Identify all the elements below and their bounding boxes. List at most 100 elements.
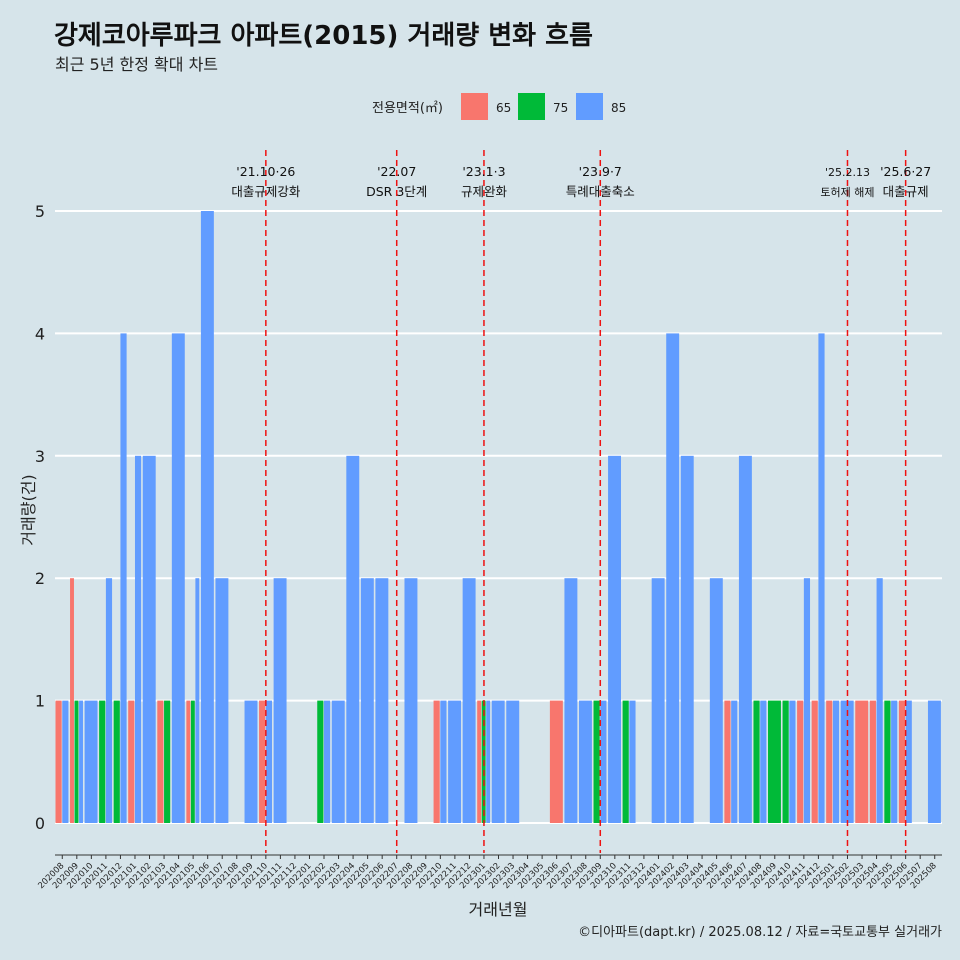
bar-85-202104 (171, 333, 185, 823)
bar-65-202008 (55, 700, 62, 823)
bar-85-202106 (200, 211, 214, 823)
bar-65-202501 (826, 700, 833, 823)
event-text-label: 토허제 해제 (820, 185, 874, 199)
bar-85-202506 (905, 700, 912, 823)
bar-85-202211 (448, 700, 462, 823)
bar-85-202401 (651, 578, 665, 823)
bar-65-202506 (898, 700, 906, 823)
bar-75-202505 (884, 700, 891, 823)
y-tick-label: 4 (35, 324, 45, 343)
y-tick-label: 5 (35, 202, 45, 221)
event-text-label: 특례대출축소 (566, 184, 635, 199)
bar-85-202403 (680, 455, 694, 823)
bar-75-202408 (753, 700, 760, 823)
bar-85-202012 (120, 333, 127, 823)
bar-85-202407 (738, 455, 752, 823)
event-date-label: '23.1·3 (462, 164, 505, 179)
bar-85-202302 (491, 700, 505, 823)
bar-85-202009 (79, 700, 83, 823)
bar-85-202307 (564, 578, 578, 823)
bar-85-202210 (440, 700, 447, 823)
y-tick-label: 0 (35, 814, 45, 833)
bar-85-202204 (346, 455, 360, 823)
bar-65-202504 (869, 700, 876, 823)
legend-swatch-65 (461, 93, 488, 120)
bar-75-202011 (99, 700, 106, 823)
bar-65-202411 (797, 700, 804, 823)
bar-75-202409 (768, 700, 781, 823)
y-tick-label: 1 (35, 692, 45, 711)
bar-85-202011 (105, 578, 113, 823)
event-date-label: '23.9·7 (579, 164, 622, 179)
bar-85-202508 (927, 700, 941, 823)
bar-85-202505 (891, 700, 898, 823)
bar-75-202105 (190, 700, 195, 823)
y-axis-title: 거래량(건) (19, 474, 38, 545)
bar-75-202009 (74, 700, 79, 823)
event-date-label: '21.10·26 (236, 164, 295, 179)
bar-75-202103 (164, 700, 171, 823)
chart-title: 강제코아루파크 아파트(2015) 거래량 변화 흐름 (54, 21, 593, 51)
legend-label-65: 65 (496, 101, 511, 115)
bar-75-202309 (593, 700, 600, 823)
bar-65-202105 (186, 700, 191, 823)
bar-85-202309 (600, 700, 607, 823)
bar-65-202306 (549, 700, 563, 823)
bar-85-202308 (578, 700, 592, 823)
bar-75-202311 (622, 700, 629, 823)
bar-85-202105 (195, 578, 200, 823)
y-axis-ticks: 0 1 2 3 4 5 (35, 202, 45, 833)
bar-85-202205 (360, 578, 374, 823)
x-axis-title: 거래년월 (469, 900, 528, 919)
bar-85-202402 (666, 333, 680, 823)
bar-85-202405 (709, 578, 723, 823)
bar-85-202412 (818, 333, 825, 823)
bar-85-202110 (265, 700, 273, 823)
legend-swatch-75 (518, 93, 545, 120)
event-text-label: 규제완화 (461, 184, 508, 199)
bar-85-202311 (629, 700, 636, 823)
bar-85-202411 (803, 578, 811, 823)
event-date-label: '25.2.13 (825, 166, 870, 179)
bar-65-202009 (70, 578, 74, 823)
bar-65-202101 (128, 700, 135, 823)
bar-85-202010 (84, 700, 98, 823)
y-tick-label: 2 (35, 569, 45, 588)
bar-85-202203 (331, 700, 345, 823)
bar-75-202012 (113, 700, 120, 823)
bar-85-202408 (760, 700, 767, 823)
bar-85-202206 (375, 578, 389, 823)
bar-85-202111 (273, 578, 287, 823)
bar-65-202412 (811, 700, 818, 823)
bar-85-202406 (731, 700, 738, 823)
y-tick-label: 3 (35, 447, 45, 466)
bar-85-202501 (832, 700, 840, 823)
bar-65-202103 (157, 700, 164, 823)
chart-subtitle: 최근 5년 한정 확대 차트 (55, 55, 218, 74)
legend-title: 전용면적(㎡) (372, 101, 443, 116)
bar-65-202210 (433, 700, 440, 823)
bar-85-202301 (486, 700, 491, 823)
bar-85-202109 (244, 700, 258, 823)
bar-85-202008 (62, 700, 69, 823)
bar-85-202310 (608, 455, 621, 823)
bar-65-202503 (855, 700, 869, 823)
bar-85-202208 (404, 578, 418, 823)
bar-75-202202 (317, 700, 324, 823)
legend-label-85: 85 (611, 101, 626, 115)
bar-85-202303 (506, 700, 520, 823)
event-date-label: '22.07 (377, 164, 416, 179)
legend: 전용면적(㎡) 65 75 85 (372, 93, 626, 120)
event-lines: '21.10·26 대출규제강화 '22.07 DSR 3단계 '23.1·3 규제완화 '… (231, 150, 931, 853)
bars (55, 211, 941, 823)
event-text-label: DSR 3단계 (366, 184, 427, 199)
x-axis: 2020082020092020102020112020122021012021… (36, 854, 942, 891)
bar-85-202202 (324, 700, 331, 823)
bar-65-202301 (477, 700, 482, 823)
legend-swatch-85 (576, 93, 603, 120)
caption: ©디아파트(dapt.kr) / 2025.08.12 / 자료=국토교통부 실… (578, 925, 942, 940)
event-text-label: 대출규제 (883, 184, 929, 199)
event-date-label: '25.6·27 (880, 164, 931, 179)
bar-85-202101 (134, 455, 142, 823)
